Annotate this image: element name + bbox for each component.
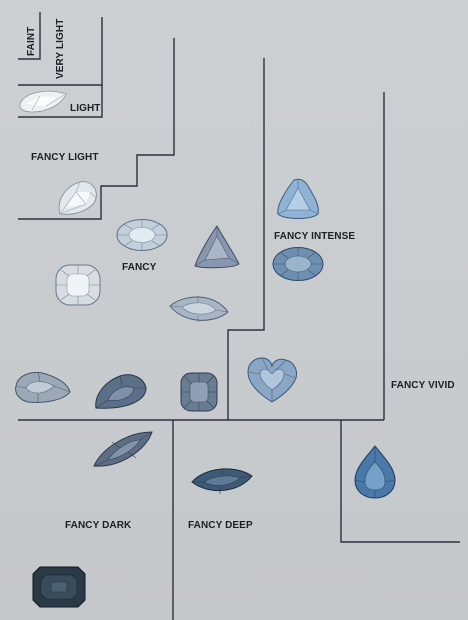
pear-diamond-row-2 <box>94 372 148 412</box>
fancy-intense-label: FANCY INTENSE <box>274 231 356 242</box>
fancy-light-label: FANCY LIGHT <box>31 152 99 163</box>
emerald-cut-diamond-fancy-dark <box>32 566 86 608</box>
very-light-label: VERY LIGHT <box>55 18 66 79</box>
oval-diamond-fancy <box>116 218 168 252</box>
pear-diamond-fancy-vivid <box>353 444 397 500</box>
oval-diamond-fancy-intense <box>272 246 324 282</box>
trillion-diamond-fancy-intense <box>274 178 322 220</box>
cushion-diamond-fancy <box>55 264 101 306</box>
marquise-diamond-fancy <box>168 292 230 326</box>
marquise-diamond-fancy-deep <box>190 464 254 498</box>
light-label: LIGHT <box>70 103 101 114</box>
pear-diamond-fancy-light <box>56 180 100 218</box>
fancy-label: FANCY <box>122 262 157 273</box>
faint-boundary <box>18 12 41 60</box>
marquise-diamond-fancy-dark <box>92 430 154 470</box>
heart-diamond-fancy-intense <box>246 356 298 404</box>
fancy-boundary <box>227 58 265 420</box>
faint-label: FAINT <box>26 26 37 56</box>
triangle-diamond-fancy <box>193 224 241 270</box>
cushion-diamond-row-3 <box>180 372 218 412</box>
pear-diamond-row-1 <box>14 370 72 406</box>
fancy-deep-label: FANCY DEEP <box>188 520 253 531</box>
fancy-vivid-label: FANCY VIVID <box>391 380 455 391</box>
fancy-dark-label: FANCY DARK <box>65 520 132 531</box>
pear-diamond-light <box>18 86 68 114</box>
light-boundary <box>18 85 103 118</box>
fancy-light-boundary <box>18 38 175 220</box>
fancy-vivid-box <box>340 420 460 543</box>
